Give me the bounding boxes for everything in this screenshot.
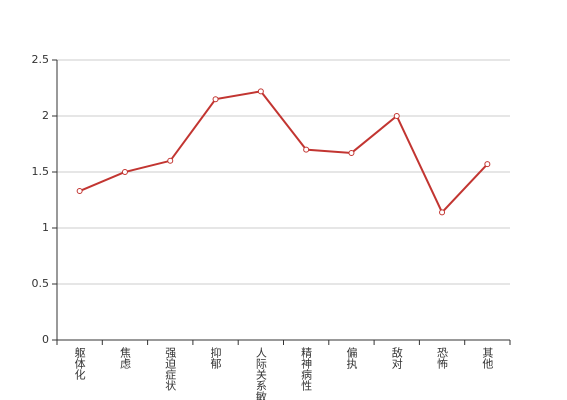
line	[79, 90, 489, 215]
x-tick-label: 强迫症状	[164, 347, 177, 391]
x-tick-label: 恐怖	[436, 347, 449, 369]
point	[303, 146, 310, 153]
y-tick-label: 0	[42, 333, 49, 346]
point	[257, 88, 264, 95]
y-tick-label: 1	[42, 221, 49, 234]
point	[393, 113, 400, 119]
y-tick-label: 2.5	[32, 53, 50, 66]
point	[484, 161, 491, 168]
point	[212, 96, 219, 103]
x-tick-label: 焦虑	[118, 347, 131, 369]
x-tick-label: 其他	[481, 347, 494, 369]
y-tick-label: 1.5	[32, 165, 50, 178]
point	[167, 157, 174, 164]
x-tick-label: 偏执	[345, 346, 358, 370]
point	[76, 188, 83, 195]
x-tick-label: 敌对	[390, 346, 403, 369]
x-tick-label: 躯体化	[73, 347, 86, 381]
x-tick-label: 抑郁	[209, 346, 222, 369]
x-tick-label: 精神病性	[300, 347, 313, 392]
y-tick-label: 2	[42, 109, 49, 122]
x-tick-label: 人际关系敏感	[254, 347, 267, 400]
point	[348, 149, 355, 156]
point	[121, 169, 128, 175]
point	[439, 209, 446, 216]
y-tick-label: 0.5	[32, 277, 50, 290]
